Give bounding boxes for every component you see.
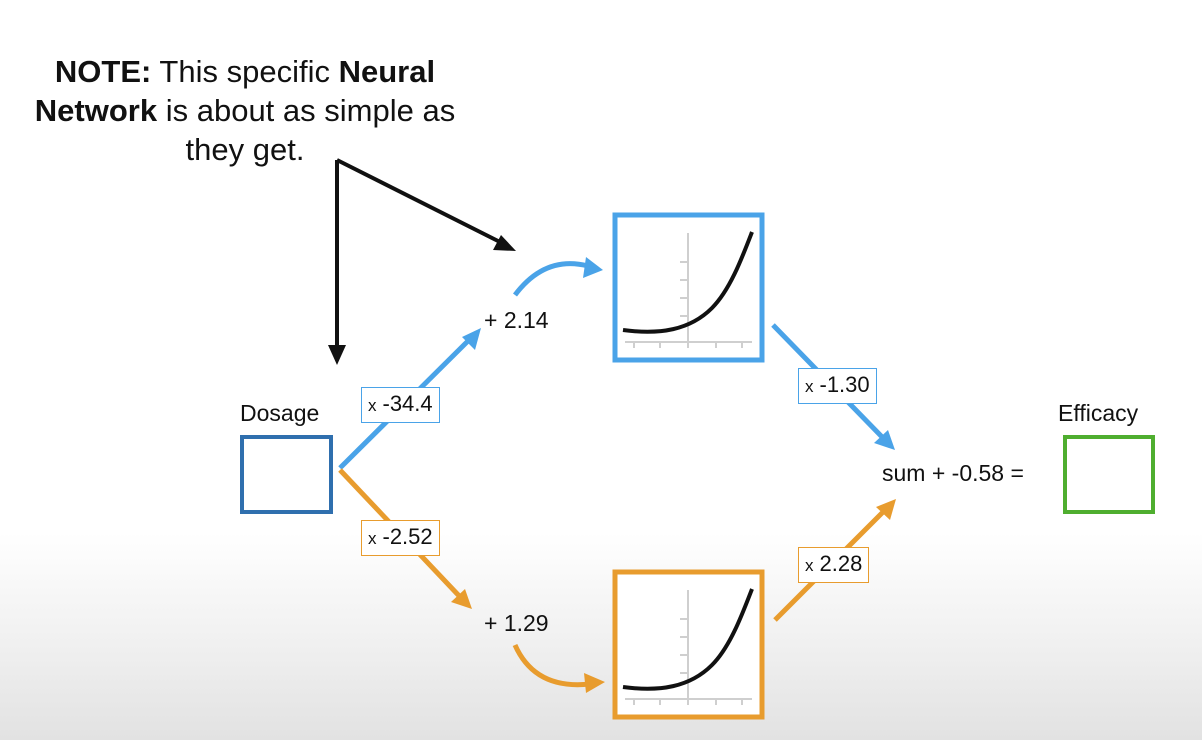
top-curve-arrow xyxy=(513,261,589,297)
note-arrow-head-right xyxy=(493,235,516,251)
top-input-weight-x: x xyxy=(368,396,377,415)
efficacy-output-box xyxy=(1063,435,1155,514)
top-curve-arrow-head xyxy=(583,257,603,278)
bottom-input-arrow-head xyxy=(451,589,472,609)
top-activation-axes xyxy=(625,233,752,348)
note-line-1: NOTE: This specific Neural xyxy=(54,54,436,89)
bottom-curve-arrow-head xyxy=(584,673,605,693)
bottom-activation-curve xyxy=(622,588,754,691)
bottom-output-weight: x 2.28 xyxy=(798,547,870,583)
note-arrows xyxy=(328,158,516,365)
bottom-activation-axes xyxy=(625,590,752,705)
top-output-arrow-head xyxy=(874,430,895,450)
top-input-weight: x -34.4 xyxy=(361,387,440,423)
bottom-output-weight-x: x xyxy=(805,556,814,575)
bottom-output-arrow-head xyxy=(876,499,896,520)
top-output-weight-value: -1.30 xyxy=(819,372,870,397)
note-line-2: Network is about as simple as xyxy=(34,93,456,128)
note-line-3: they get. xyxy=(185,132,305,167)
top-bias-label: + 2.14 xyxy=(484,307,549,333)
top-activation-box xyxy=(612,212,765,363)
note-text: NOTE: This specific Neural Network is ab… xyxy=(0,52,490,169)
bottom-output-weight-value: 2.28 xyxy=(819,551,863,576)
note-arrow-line xyxy=(336,158,501,244)
sum-label: sum + -0.58 = xyxy=(882,460,1024,486)
top-activation-curve xyxy=(622,231,754,334)
efficacy-label: Efficacy xyxy=(1058,400,1139,426)
top-input-arrow-head xyxy=(462,328,481,350)
top-input-weight-value: -34.4 xyxy=(382,391,433,416)
bottom-input-weight-value: -2.52 xyxy=(382,524,433,549)
bottom-bias-label: + 1.29 xyxy=(484,610,549,636)
note-arrow-head-down xyxy=(328,345,346,365)
bottom-input-weight: x -2.52 xyxy=(361,520,440,556)
bottom-curve-arrow xyxy=(512,643,591,688)
dosage-input-box xyxy=(240,435,333,514)
bottom-input-weight-x: x xyxy=(368,529,377,548)
bottom-activation-box xyxy=(612,569,765,720)
top-output-weight: x -1.30 xyxy=(798,368,877,404)
dosage-label: Dosage xyxy=(240,400,320,426)
top-output-weight-x: x xyxy=(805,377,814,396)
